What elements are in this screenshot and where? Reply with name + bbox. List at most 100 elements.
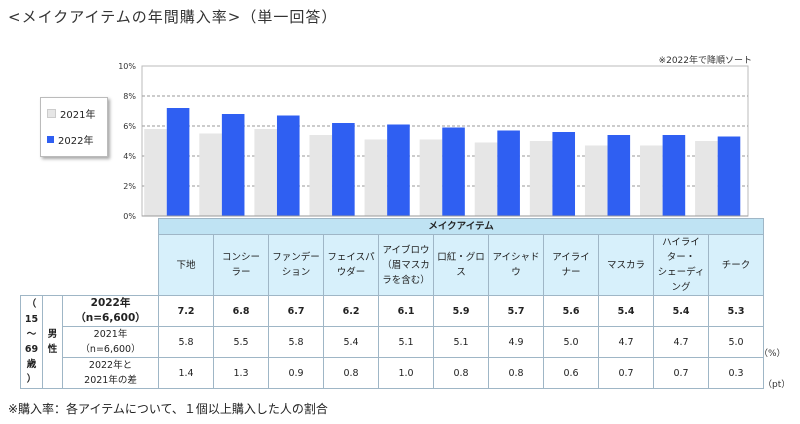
row-label-line: 2022年 [90, 297, 131, 309]
row-label: 2022年と 2021年の差 [61, 357, 160, 389]
category-header: アイライ ナー [543, 234, 600, 296]
bar-2022 [166, 108, 190, 216]
category-header: コンシー ラー [213, 234, 270, 296]
table-cell: 0.9 [268, 357, 325, 389]
chart-legend: 2021年 2022年 [40, 97, 108, 157]
row-label-line: 2022年と [88, 360, 133, 371]
category-header-line: ター・ [666, 252, 696, 263]
table-cell: 0.6 [543, 357, 600, 389]
category-header: アイシャドウ [488, 234, 545, 296]
table-cell: 1.3 [213, 357, 270, 389]
category-header-line: コンシー [222, 252, 261, 263]
bar-2021 [584, 145, 608, 216]
table-cell: 5.4 [653, 295, 710, 327]
table-cell: 5.4 [598, 295, 655, 327]
category-header-line: アイシャド [492, 252, 540, 263]
table-cell: 0.7 [653, 357, 710, 389]
side-label-line: ） [26, 374, 37, 385]
table-cell: 5.8 [158, 326, 215, 358]
row-label-line: 2021年 [93, 329, 128, 340]
y-tick-label: 10% [118, 62, 136, 71]
page-title: <メイクアイテムの年間購入率>（単一回答） [8, 8, 338, 26]
category-header-line: アイブロウ [382, 244, 430, 256]
category-header-line: 下地 [176, 259, 196, 271]
table-cell: 4.9 [488, 326, 545, 358]
category-header-line: ナー [561, 267, 581, 278]
bar-2021 [529, 141, 553, 216]
category-header-line: フェイスパ [327, 252, 375, 263]
category-header: アイブロウ （眉マスカラを含む） [378, 234, 435, 296]
table-cell: 0.8 [323, 357, 380, 389]
bar-2022 [442, 127, 465, 216]
bar-2022 [221, 114, 245, 216]
category-header-line: ファンデー [272, 252, 320, 263]
category-header: ハイライ ター・ シェーディ ング [653, 234, 710, 296]
table-cell: 6.7 [268, 295, 325, 327]
table-row: 2022年と 2021年の差 1.4 1.3 0.9 0.8 1.0 0.8 0.8 0.6 0.7… [21, 357, 765, 389]
side-label-line: 69 [24, 344, 39, 355]
table-cell: 5.3 [708, 295, 765, 327]
table-cell: 4.7 [653, 326, 710, 358]
table-cell: 6.8 [213, 295, 270, 327]
legend-swatch-2021 [47, 108, 56, 118]
bar-2022 [717, 136, 741, 216]
table-cell: 5.5 [213, 326, 270, 358]
bar-2021 [199, 133, 222, 216]
legend-label-2021: 2021年 [60, 109, 96, 121]
bar-2021 [474, 142, 498, 216]
category-header-line: 口紅・グロ [437, 252, 485, 263]
category-header-line: （眉マスカ [382, 259, 430, 271]
table-cell: 1.0 [378, 357, 435, 389]
category-header: チーク [708, 234, 765, 296]
bar-2022 [387, 124, 410, 216]
table-cell: 1.4 [158, 357, 215, 389]
category-header-line: ラを含む） [382, 274, 430, 286]
category-header-line: ラー [231, 267, 251, 278]
side-label-line: 男 [47, 329, 58, 340]
table-cell: 0.7 [598, 357, 655, 389]
category-header: マスカラ [598, 234, 655, 296]
bar-2021 [309, 135, 333, 216]
bar-2021 [695, 141, 718, 216]
table-cell: 0.8 [433, 357, 490, 389]
side-label-line: 性 [47, 344, 58, 355]
table-cell: 0.3 [708, 357, 765, 389]
table-row: （15 ～ 69 歳）男性 2022年 （n=6,600） 7.2 6.8 6.7 6.2 6.1 5… [20, 295, 765, 389]
bar-2022 [332, 123, 355, 216]
table-cell: 5.9 [433, 295, 490, 327]
category-header: 口紅・グロス [433, 234, 490, 296]
table-cell: 7.2 [158, 295, 215, 327]
row-label: 2022年 （n=6,600） [61, 295, 160, 327]
table-cell: 4.7 [598, 326, 655, 358]
table-cell: 5.7 [488, 295, 545, 327]
table-header: メイクアイテム [158, 218, 765, 235]
table-cell: 5.6 [543, 295, 600, 327]
y-tick-label: 2% [123, 182, 136, 191]
bar-2022 [276, 115, 300, 216]
bar-2021 [640, 145, 663, 216]
category-header-line: チーク [721, 259, 751, 271]
unit-pt: （pt） [763, 380, 791, 390]
unit-percent: （%） [759, 349, 786, 359]
table-row: 2021年 （n=6,600） 5.8 5.5 5.8 5.4 5.1 5.1 4.9 5.0 4.… [21, 326, 765, 358]
table-cell: 5.4 [323, 326, 380, 358]
table-cell: 5.0 [708, 326, 765, 358]
legend-item-2021: 2021年 [41, 102, 107, 124]
bar-2021 [419, 139, 443, 216]
category-header-line: ハイライ [662, 237, 700, 248]
bar-2021 [364, 139, 388, 216]
side-label-line: （ [26, 299, 37, 310]
bar-2021 [254, 129, 277, 216]
table-cell: 5.1 [378, 326, 435, 358]
category-header: 下地 [158, 234, 215, 296]
bar-2022 [607, 135, 631, 216]
bar-2022 [662, 135, 686, 216]
side-label-line: 15 [24, 314, 39, 325]
y-tick-label: 0% [123, 212, 136, 221]
side-label-gender: 男性 [42, 295, 63, 389]
table-cell: 5.1 [433, 326, 490, 358]
category-header-line: ス [456, 267, 466, 278]
row-label: 2021年 （n=6,600） [61, 326, 160, 358]
side-label-line: 歳 [26, 359, 37, 370]
table-cell: 6.2 [323, 295, 380, 327]
